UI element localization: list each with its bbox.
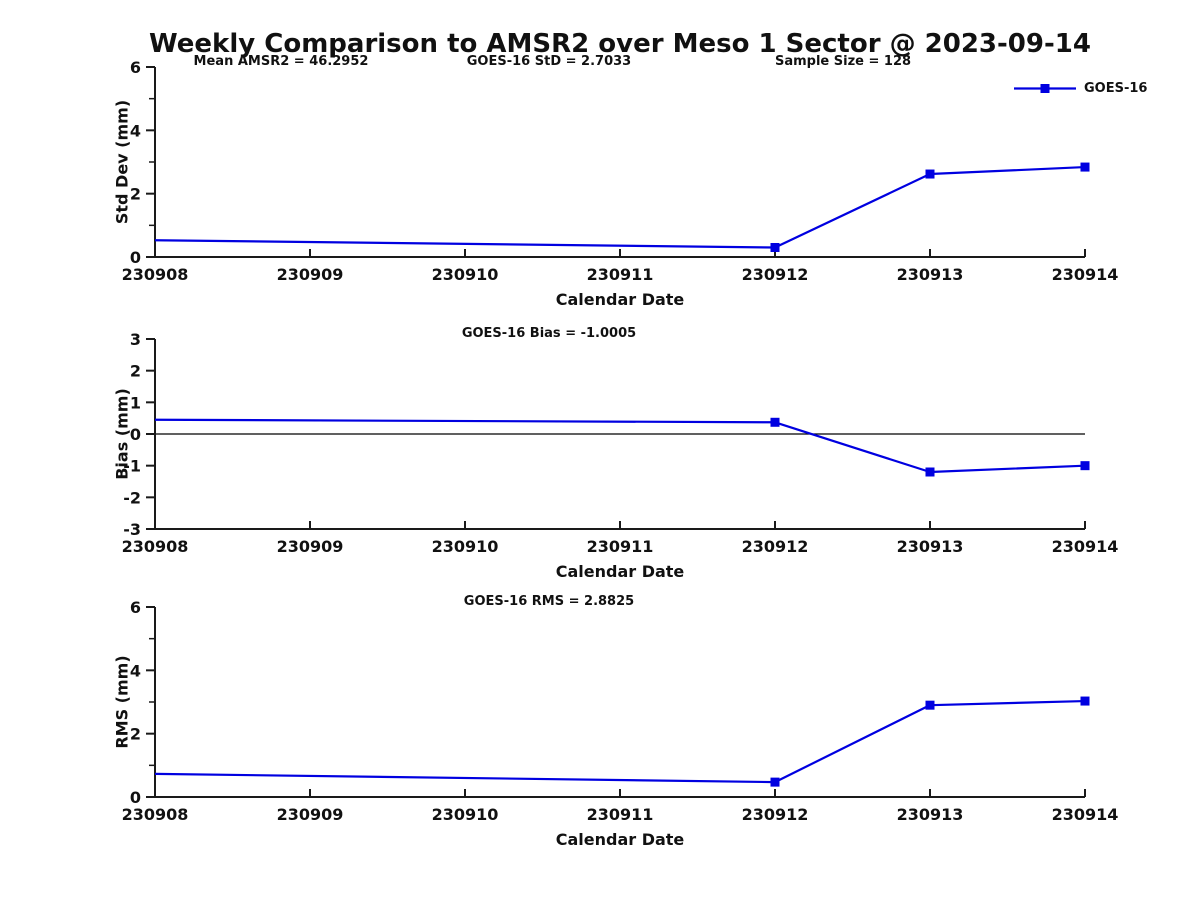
x-tick-label: 230910 [432,805,499,824]
legend-line-marker-icon [1014,84,1076,93]
bias-x-axis-label: Calendar Date [555,562,685,581]
rms-x-axis-label: Calendar Date [555,830,685,849]
x-tick-label: 230914 [1052,805,1119,824]
x-tick-label: 230914 [1052,537,1119,556]
x-tick-label: 230913 [897,265,964,284]
annotation-mean-amsr2: Mean AMSR2 = 46.2952 [193,54,369,69]
y-tick-label: 6 [130,58,141,77]
goes-16-data-line [154,699,1086,784]
y-tick-label: -1 [123,457,141,476]
y-tick-label: 2 [130,185,141,204]
y-tick-label: 0 [130,248,141,267]
y-tick-label: 0 [130,788,141,807]
goes-16-data-marker [1080,696,1090,706]
rms-subplot: 0 2 4 6 230908 230909 230910 230911 230912 230913… [122,598,1119,824]
x-tick-label: 230913 [897,537,964,556]
goes-16-data-marker [925,169,935,179]
x-tick-label: 230912 [742,805,809,824]
y-tick-label: -2 [123,488,141,507]
x-tick-label: 230911 [587,805,654,824]
figure-title: Weekly Comparison to AMSR2 over Meso 1 S… [149,29,1091,59]
goes-16-data-line [154,418,1086,474]
x-tick-label: 230914 [1052,265,1119,284]
x-tick-label: 230908 [122,265,189,284]
y-tick-label: 2 [130,725,141,744]
goes-16-data-marker [1080,461,1090,471]
y-tick-label: 1 [130,393,141,412]
x-tick-label: 230911 [587,265,654,284]
goes-16-data-line [154,165,1086,249]
goes-16-data-marker [1080,162,1090,172]
stddev-x-axis-label: Calendar Date [555,290,685,309]
y-tick-label: 4 [130,121,141,140]
x-tick-label: 230912 [742,537,809,556]
annotation-goes16-bias: GOES-16 Bias = -1.0005 [461,326,637,341]
goes-16-data-marker [925,467,935,477]
y-tick-label: 2 [130,362,141,381]
goes-16-data-marker [770,243,780,252]
goes-16-data-marker [925,700,935,710]
annotation-goes16-rms: GOES-16 RMS = 2.8825 [463,594,635,609]
x-tick-label: 230908 [122,537,189,556]
x-tick-label: 230910 [432,537,499,556]
goes-16-data-marker [770,777,780,787]
legend: GOES-16 [1013,80,1147,97]
annotation-sample-size: Sample Size = 128 [774,54,912,69]
annotation-goes16-std: GOES-16 StD = 2.7033 [466,54,632,69]
legend-label: GOES-16 [1084,81,1148,96]
y-tick-label: 4 [130,661,141,680]
x-tick-label: 230911 [587,537,654,556]
x-tick-label: 230913 [897,805,964,824]
y-tick-label: 3 [130,330,141,349]
y-tick-label: 6 [130,598,141,617]
y-tick-label: 0 [130,425,141,444]
std-dev-subplot: 0 2 4 6 230908 230909 230910 230911 230912 230913… [122,58,1119,284]
bias-subplot: -3 -2 -1 0 1 2 3 230908 230909 230910 230911 230912… [122,330,1119,556]
x-tick-label: 230909 [277,805,344,824]
x-tick-label: 230910 [432,265,499,284]
x-tick-label: 230908 [122,805,189,824]
x-tick-label: 230909 [277,265,344,284]
goes-16-data-marker [770,417,780,427]
x-tick-label: 230912 [742,265,809,284]
y-tick-label: -3 [123,520,141,539]
x-tick-label: 230909 [277,537,344,556]
